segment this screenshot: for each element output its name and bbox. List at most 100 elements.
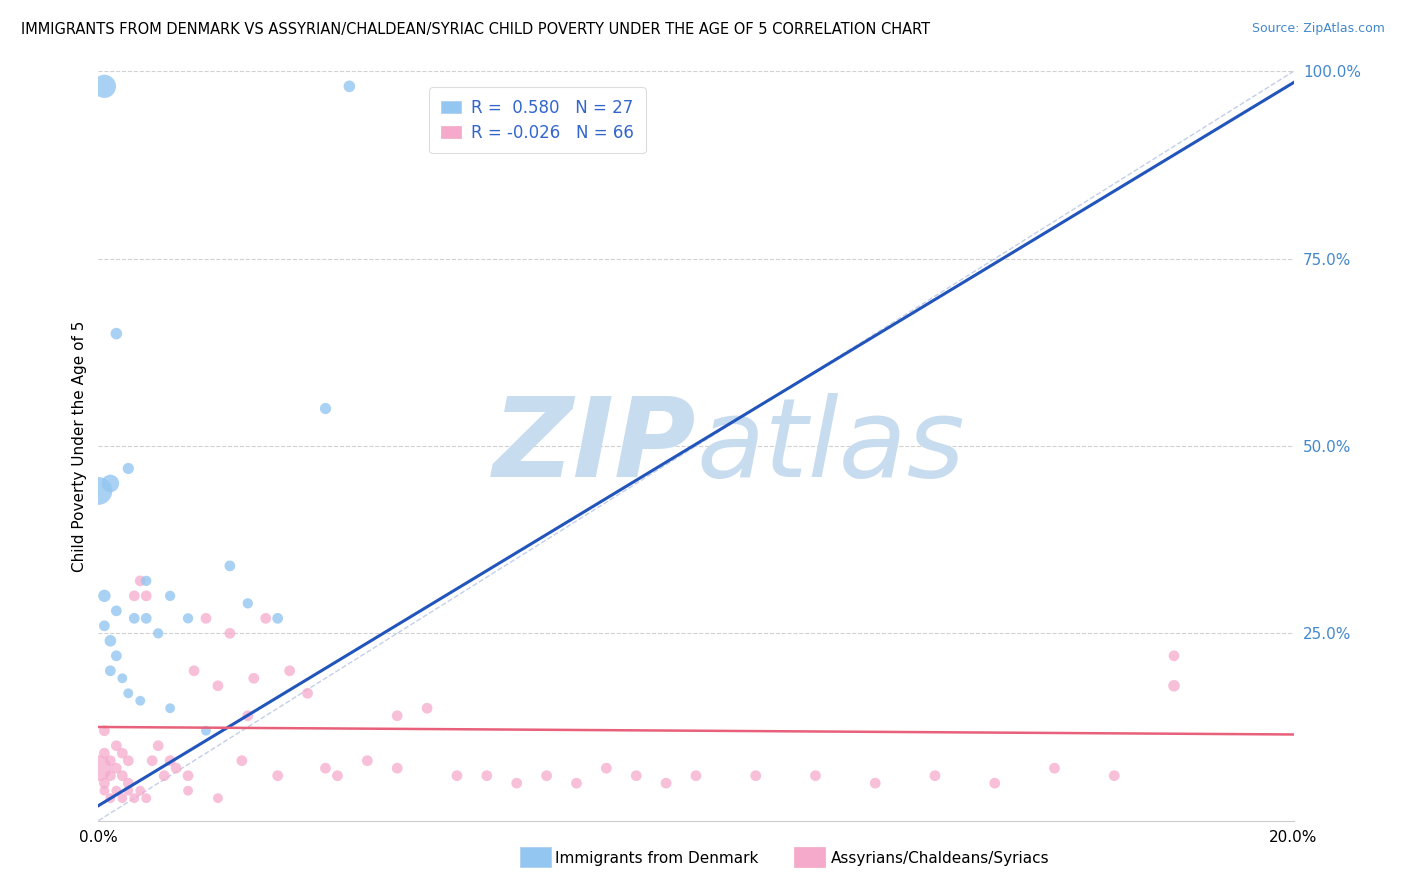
Point [98, 769, 122, 783]
Point [141, 754, 163, 768]
Point [105, 761, 128, 775]
Point [506, 776, 529, 790]
Point [416, 701, 439, 715]
Point [105, 739, 128, 753]
Point [177, 783, 200, 797]
Point [93, 776, 115, 790]
Text: Assyrians/Chaldeans/Syriacs: Assyrians/Chaldeans/Syriacs [831, 851, 1049, 865]
Point [865, 776, 887, 790]
Point [129, 574, 152, 588]
Point [446, 769, 468, 783]
Point [111, 671, 134, 685]
Point [1043, 761, 1066, 775]
Point [105, 326, 128, 341]
Point [159, 701, 181, 715]
Point [177, 611, 200, 625]
Point [565, 776, 588, 790]
Point [87, 483, 110, 498]
Point [1163, 679, 1185, 693]
Point [98, 754, 122, 768]
Point [117, 461, 139, 475]
Point [254, 611, 277, 625]
Point [93, 783, 115, 797]
Point [207, 791, 229, 805]
Point [135, 589, 157, 603]
Point [236, 708, 259, 723]
Point [153, 769, 176, 783]
Point [385, 708, 409, 723]
Legend: R =  0.580   N = 27, R = -0.026   N = 66: R = 0.580 N = 27, R = -0.026 N = 66 [429, 87, 645, 153]
Point [745, 769, 768, 783]
Point [93, 746, 115, 760]
Point [117, 783, 139, 797]
Point [159, 589, 181, 603]
Y-axis label: Child Poverty Under the Age of 5: Child Poverty Under the Age of 5 [72, 320, 87, 572]
Point [536, 769, 558, 783]
Point [159, 754, 181, 768]
Point [984, 776, 1007, 790]
Point [98, 791, 122, 805]
Point [98, 664, 122, 678]
Text: ZIP: ZIP [492, 392, 696, 500]
Point [117, 754, 139, 768]
Point [315, 761, 337, 775]
Point [231, 754, 253, 768]
Point [183, 664, 205, 678]
Point [236, 596, 259, 610]
Point [924, 769, 946, 783]
Point [117, 686, 139, 700]
Point [177, 769, 200, 783]
Point [111, 746, 134, 760]
Point [278, 664, 301, 678]
Text: Source: ZipAtlas.com: Source: ZipAtlas.com [1251, 22, 1385, 36]
Point [315, 401, 337, 416]
Point [111, 791, 134, 805]
Point [195, 723, 218, 738]
Point [804, 769, 827, 783]
Point [655, 776, 678, 790]
Text: Immigrants from Denmark: Immigrants from Denmark [555, 851, 759, 865]
Point [93, 723, 115, 738]
Point [219, 558, 242, 573]
Point [105, 648, 128, 663]
Point [135, 791, 157, 805]
Point [165, 761, 187, 775]
Point [297, 686, 319, 700]
Point [87, 761, 110, 775]
Point [195, 611, 218, 625]
Point [626, 769, 648, 783]
Point [124, 589, 146, 603]
Point [595, 761, 617, 775]
Point [385, 761, 409, 775]
Point [135, 574, 157, 588]
Point [1104, 769, 1126, 783]
Point [148, 739, 170, 753]
Point [267, 611, 290, 625]
Point [685, 769, 707, 783]
Point [111, 769, 134, 783]
Point [124, 791, 146, 805]
Point [98, 633, 122, 648]
Point [93, 619, 115, 633]
Point [105, 604, 128, 618]
Point [475, 769, 498, 783]
Point [1163, 648, 1185, 663]
Point [93, 79, 115, 94]
Point [148, 626, 170, 640]
Point [105, 783, 128, 797]
Point [129, 783, 152, 797]
Point [243, 671, 266, 685]
Point [326, 769, 349, 783]
Point [135, 611, 157, 625]
Point [98, 476, 122, 491]
Text: atlas: atlas [696, 392, 965, 500]
Point [267, 769, 290, 783]
Point [207, 679, 229, 693]
Point [219, 626, 242, 640]
Point [124, 611, 146, 625]
Point [117, 776, 139, 790]
Point [129, 694, 152, 708]
Point [356, 754, 378, 768]
Point [93, 589, 115, 603]
Text: IMMIGRANTS FROM DENMARK VS ASSYRIAN/CHALDEAN/SYRIAC CHILD POVERTY UNDER THE AGE : IMMIGRANTS FROM DENMARK VS ASSYRIAN/CHAL… [21, 22, 931, 37]
